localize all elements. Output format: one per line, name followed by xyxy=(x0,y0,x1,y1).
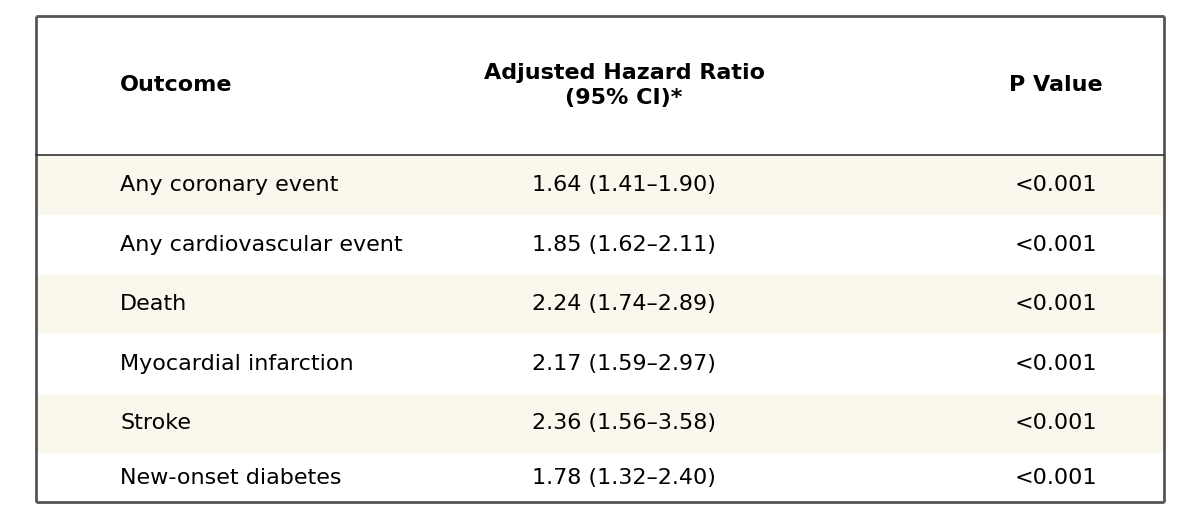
Text: New-onset diabetes: New-onset diabetes xyxy=(120,468,342,488)
Text: Any coronary event: Any coronary event xyxy=(120,175,338,195)
Text: <0.001: <0.001 xyxy=(1015,413,1097,434)
Text: 2.36 (1.56–3.58): 2.36 (1.56–3.58) xyxy=(532,413,716,434)
Text: 1.85 (1.62–2.11): 1.85 (1.62–2.11) xyxy=(532,235,716,255)
Text: <0.001: <0.001 xyxy=(1015,235,1097,255)
Text: Stroke: Stroke xyxy=(120,413,191,434)
Text: 1.64 (1.41–1.90): 1.64 (1.41–1.90) xyxy=(532,175,716,195)
Text: <0.001: <0.001 xyxy=(1015,468,1097,488)
Text: Any cardiovascular event: Any cardiovascular event xyxy=(120,235,403,255)
Text: <0.001: <0.001 xyxy=(1015,354,1097,374)
Text: Death: Death xyxy=(120,294,187,314)
Text: 2.24 (1.74–2.89): 2.24 (1.74–2.89) xyxy=(532,294,716,314)
Bar xyxy=(36,155,1164,215)
Bar xyxy=(36,275,1164,334)
Bar xyxy=(36,394,1164,453)
Text: <0.001: <0.001 xyxy=(1015,294,1097,314)
Text: P Value: P Value xyxy=(1009,76,1103,95)
Text: Outcome: Outcome xyxy=(120,76,233,95)
Text: 1.78 (1.32–2.40): 1.78 (1.32–2.40) xyxy=(532,468,716,488)
Text: <0.001: <0.001 xyxy=(1015,175,1097,195)
Text: 2.17 (1.59–2.97): 2.17 (1.59–2.97) xyxy=(532,354,716,374)
Text: Adjusted Hazard Ratio
(95% CI)*: Adjusted Hazard Ratio (95% CI)* xyxy=(484,63,764,108)
Text: Myocardial infarction: Myocardial infarction xyxy=(120,354,354,374)
